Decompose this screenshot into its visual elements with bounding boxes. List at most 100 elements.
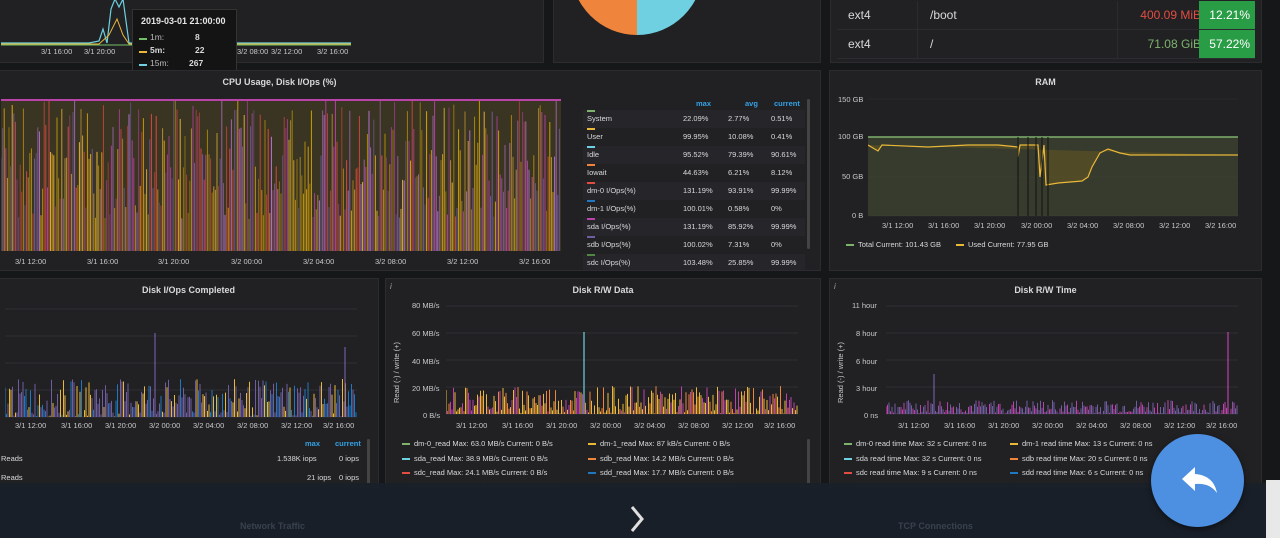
legend-header-current[interactable]: current [774,99,800,108]
legend-item[interactable]: Total Current: 101.43 GB [846,240,941,249]
y-axis-label: Read (-) / write (+) [836,341,845,403]
legend-header-current[interactable]: current [335,439,361,448]
legend-row[interactable]: sda I/Ops(%) 131.19% 85.92% 99.99% [583,218,805,236]
pie-panel [553,0,821,63]
legend-max: 131.19% [683,186,713,195]
series-swatch [139,64,147,66]
info-icon[interactable]: i [390,282,392,291]
x-tick: 3/2 08:00 [237,47,269,56]
panel-title: RAM [1035,77,1056,87]
x-tick: 3/2 00:00 [149,421,181,430]
legend-item[interactable]: dm-0_read Max: 63.0 MB/s Current: 0 B/s [402,439,553,448]
legend-item[interactable]: dm-1 read time Max: 13 s Current: 0 ns [1010,439,1152,448]
chart-tooltip: 2019-03-01 21:00:00 1m: 8 5m: 22 15m: 26… [132,9,237,77]
legend-item[interactable]: dm-1_read Max: 87 kB/s Current: 0 B/s [588,439,730,448]
legend-header-max[interactable]: max [696,99,712,108]
series-swatch [139,51,147,53]
legend-item[interactable]: sda_read Max: 38.9 MB/s Current: 0 B/s [402,454,548,463]
legend-avg: 85.92% [728,222,754,231]
legend-label: Idle [587,150,600,159]
legend-scrollbar[interactable] [807,99,810,249]
panel-title: Network Traffic [240,521,306,531]
x-tick: 3/1 20:00 [105,421,137,430]
x-tick: 3/1 12:00 [15,421,47,430]
legend-label: dm-1 I/Ops(%) [587,204,636,213]
legend-header-max[interactable]: max [305,439,321,448]
y-tick: 11 hour [852,301,877,310]
panel-title: Disk I/Ops Completed [141,285,236,295]
x-tick: 3/1 16:00 [41,47,73,56]
legend-header-avg[interactable]: avg [745,99,758,108]
x-tick: 3/1 20:00 [158,257,190,266]
tooltip-time: 2019-03-01 21:00:00 [141,16,226,26]
legend-row[interactable]: dm-0 I/Ops(%) 131.19% 93.91% 99.99% [583,182,805,200]
y-tick: 100 GB [838,132,864,141]
x-tick: 3/2 00:00 [231,257,263,266]
x-tick: 3/2 12:00 [1164,421,1196,430]
disk-iops-chart [5,308,357,418]
reply-button[interactable] [1151,434,1244,527]
legend-row[interactable]: dm-1 I/Ops(%) 100.01% 0.58% 0% [583,200,805,218]
legend-row[interactable]: User 99.95% 10.08% 0.41% [583,128,805,146]
bottom-navigation-bar: Network Traffic TCP Connections [0,483,1280,538]
y-tick: 80 MB/s [412,301,440,310]
legend-label: sdb I/Ops(%) [587,240,631,249]
x-tick: 3/1 12:00 [15,257,47,266]
legend-row[interactable]: sdc I/Ops(%) 103.48% 25.85% 99.99% [583,254,805,270]
fs-used-pct: 12.21% [1199,1,1255,29]
legend-scrollbar[interactable] [367,439,370,484]
reply-icon [1182,467,1217,493]
legend-item[interactable]: dm-0 read time Max: 32 s Current: 0 ns [844,439,986,448]
fs-type: ext4 [848,37,871,51]
legend-item[interactable]: sdc_read Max: 24.1 MB/s Current: 0 B/s [402,468,547,477]
legend-item[interactable]: sdb_read Max: 14.2 MB/s Current: 0 B/s [588,454,734,463]
legend-row[interactable]: sdb I/Ops(%) 100.02% 7.31% 0% [583,236,805,254]
y-tick: 6 hour [856,357,878,366]
x-tick: 3/2 16:00 [317,47,349,56]
legend-row[interactable]: Reads 1.538K iops 0 iops [1,454,360,463]
filesystem-row: ext4 / 71.08 GiB 57.22% [837,30,1255,59]
x-tick: 3/2 16:00 [1205,221,1237,230]
legend-item[interactable]: sda read time Max: 32 s Current: 0 ns [844,454,981,463]
y-tick: 20 MB/s [412,384,440,393]
filesystem-panel [830,0,1262,63]
legend-avg: 0.58% [728,204,750,213]
tooltip-label: 5m: [150,45,166,55]
legend-item[interactable]: Used Current: 77.95 GB [956,240,1048,249]
legend-row[interactable]: Idle 95.52% 79.39% 90.61% [583,146,805,164]
y-tick: 40 MB/s [412,357,440,366]
x-tick: 3/1 16:00 [87,257,119,266]
legend-avg: 2.77% [728,114,750,123]
legend-item[interactable]: sdd_read Max: 17.7 MB/s Current: 0 B/s [588,468,734,477]
legend-current: 90.61% [771,150,797,159]
panel-title: Disk R/W Time [1014,285,1077,295]
legend-current: 99.99% [771,222,797,231]
x-tick: 3/1 20:00 [546,421,578,430]
chevron-right-icon[interactable] [622,501,652,537]
legend-row[interactable]: Reads 21 iops 0 iops [1,473,360,482]
tooltip-value: 267 [189,58,204,68]
x-tick: 3/2 04:00 [634,421,666,430]
disk-iops-panel: Disk I/Ops Completed 3/1 12:00 3/1 16:00… [0,278,379,488]
x-tick: 3/2 16:00 [323,421,355,430]
legend-max: 22.09% [683,114,709,123]
legend-current: 0% [771,240,782,249]
legend-item[interactable]: sdb read time Max: 20 s Current: 0 ns [1010,454,1147,463]
info-icon[interactable]: i [834,282,836,291]
legend-item[interactable]: sdd read time Max: 6 s Current: 0 ns [1010,468,1143,477]
legend-row[interactable]: System 22.09% 2.77% 0.51% [583,110,805,128]
legend-row[interactable]: Iowait 44.63% 6.21% 8.12% [583,164,805,182]
disk-rw-chart [446,305,798,415]
legend-scrollbar[interactable] [807,439,810,484]
load-panel: 3/1 16:00 3/1 20:00 3/2 08:00 3/2 12:00 … [0,0,544,63]
legend-current: 99.99% [771,186,797,195]
x-tick: 3/2 08:00 [678,421,710,430]
x-tick: 3/1 12:00 [456,421,488,430]
x-tick: 3/1 20:00 [974,221,1006,230]
legend-item[interactable]: sdc read time Max: 9 s Current: 0 ns [844,468,977,477]
legend-max: 95.52% [683,150,709,159]
fs-free: 400.09 MiB [1140,8,1201,22]
legend-label: User [587,132,603,141]
tooltip-row: 1m: 8 [139,32,229,45]
x-tick: 3/2 12:00 [281,421,313,430]
